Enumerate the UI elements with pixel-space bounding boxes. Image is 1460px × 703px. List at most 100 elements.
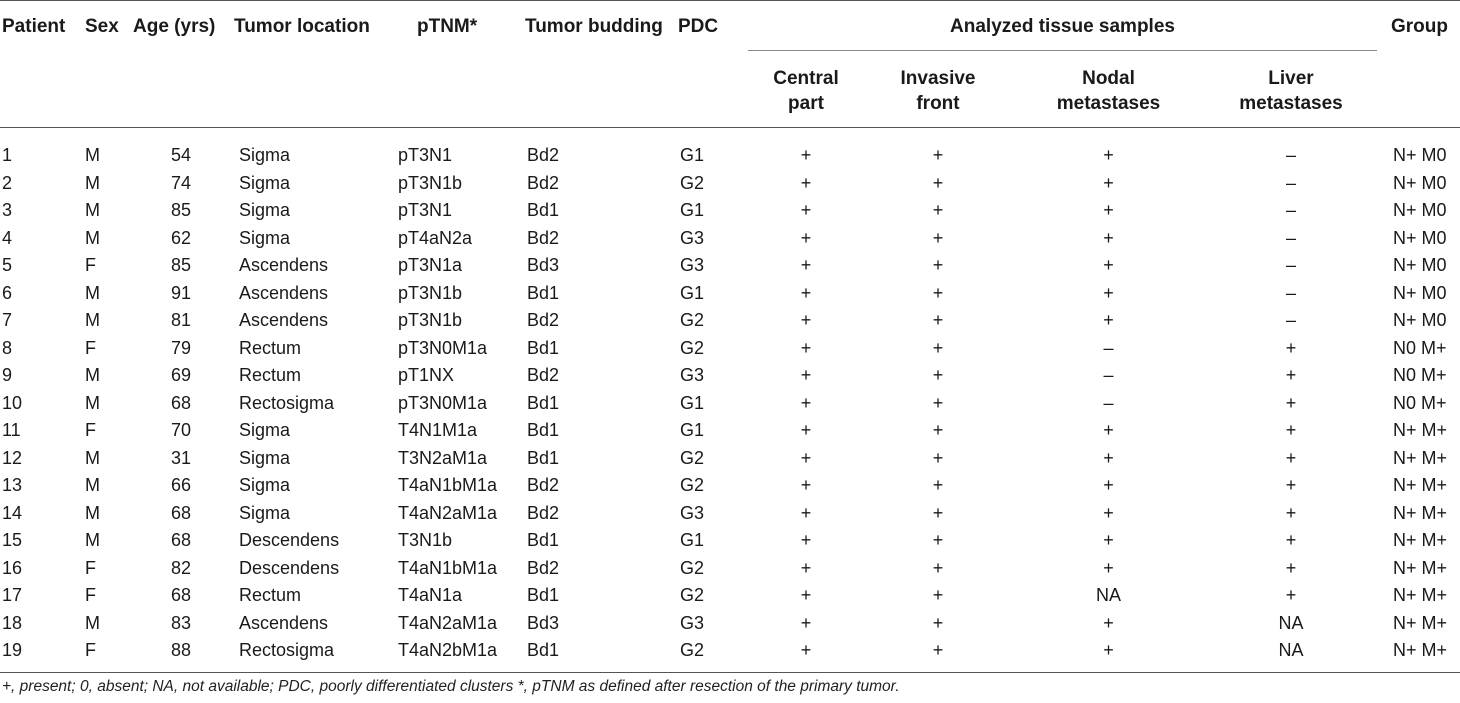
cell-liver-metastases: – — [1285, 145, 1296, 165]
cell-patient: 1 — [2, 145, 13, 165]
cell-invasive-front: + — [932, 612, 944, 633]
table-row: 19 F 88 Rectosigma T4aN2bM1a Bd1 G2 + + + NA N+ M+ — [0, 637, 1460, 665]
cell-ptnm: T4aN2aM1a — [398, 502, 498, 523]
cell-tumor-location: Descendens — [239, 530, 340, 550]
cell-patient: 16 — [2, 557, 23, 578]
cell-central-part: + — [800, 530, 812, 550]
cell-sex: M — [85, 365, 100, 385]
cell-patient: 2 — [2, 172, 13, 193]
cell-invasive-front: + — [932, 585, 944, 605]
cell-central-part: + — [800, 585, 812, 605]
cell-tumor-budding: Bd2 — [527, 145, 560, 165]
cell-patient: 4 — [2, 227, 13, 248]
cell-liver-metastases: + — [1285, 420, 1297, 440]
header-bottom-rule — [0, 127, 1460, 128]
cell-liver-metastases: – — [1285, 172, 1296, 193]
cell-ptnm: pT3N1b — [398, 310, 463, 330]
cell-tumor-budding: Bd1 — [527, 392, 560, 413]
cell-nodal-metastases: NA — [1095, 585, 1121, 605]
cell-pdc: G3 — [680, 502, 705, 523]
cell-sex: F — [85, 337, 96, 358]
cell-invasive-front: + — [932, 502, 944, 523]
header-nodal-line1: Nodal — [1082, 68, 1135, 89]
cell-tumor-budding: Bd2 — [527, 172, 560, 193]
cell-sex: M — [85, 502, 100, 523]
header-liver-metastases: Liver metastases — [1205, 54, 1377, 130]
cell-ptnm: T4aN1a — [398, 585, 463, 605]
cell-age: 81 — [171, 310, 192, 330]
cell-age: 79 — [171, 337, 192, 358]
cell-liver-metastases: – — [1285, 255, 1296, 275]
cell-sex: M — [85, 172, 100, 193]
cell-tumor-location: Sigma — [239, 502, 291, 523]
cell-tumor-location: Sigma — [239, 447, 291, 468]
cell-group: N+ M0 — [1393, 282, 1447, 303]
cell-group: N+ M+ — [1393, 612, 1448, 633]
cell-tumor-budding: Bd1 — [527, 640, 560, 660]
cell-patient: 6 — [2, 282, 13, 303]
cell-tumor-location: Ascendens — [239, 612, 329, 633]
cell-tumor-location: Descendens — [239, 557, 340, 578]
cell-sex: M — [85, 392, 100, 413]
cell-invasive-front: + — [932, 475, 944, 495]
cell-ptnm: T4N1M1a — [398, 420, 478, 440]
cell-ptnm: pT3N1 — [398, 200, 453, 220]
cell-invasive-front: + — [932, 420, 944, 440]
cell-tumor-budding: Bd2 — [527, 365, 560, 385]
cell-central-part: + — [800, 227, 812, 248]
cell-tumor-location: Sigma — [239, 420, 291, 440]
cell-pdc: G2 — [680, 172, 705, 193]
cell-patient: 7 — [2, 310, 13, 330]
cell-pdc: G2 — [680, 557, 705, 578]
cell-nodal-metastases: + — [1103, 640, 1114, 660]
cell-pdc: G1 — [680, 200, 705, 220]
header-ptnm: pTNM* — [417, 16, 478, 37]
table-body: 1 M 54 Sigma pT3N1 Bd2 G1 + + + – N+ M0 2 M 74 Sigma pT3… — [0, 130, 1460, 665]
cell-central-part: + — [800, 172, 812, 193]
header-pdc: PDC — [678, 16, 719, 37]
cell-sex: M — [85, 227, 100, 248]
cell-sex: F — [85, 420, 96, 440]
table-footnote: +, present; 0, absent; NA, not available… — [2, 678, 900, 695]
cell-age: 69 — [171, 365, 192, 385]
cell-central-part: + — [800, 612, 812, 633]
cell-sex: M — [85, 447, 100, 468]
cell-tumor-budding: Bd1 — [527, 530, 560, 550]
cell-pdc: G2 — [680, 310, 705, 330]
cell-patient: 5 — [2, 255, 13, 275]
cell-ptnm: T4aN1bM1a — [398, 557, 498, 578]
cell-invasive-front: + — [932, 557, 944, 578]
cell-nodal-metastases: – — [1103, 392, 1114, 413]
cell-group: N+ M+ — [1393, 530, 1448, 550]
cell-pdc: G1 — [680, 420, 705, 440]
cell-ptnm: pT3N1 — [398, 145, 453, 165]
cell-central-part: + — [800, 365, 812, 385]
cell-group: N+ M0 — [1393, 310, 1447, 330]
table-row: 15 M 68 Descendens T3N1b Bd1 G1 + + + + N+ M+ — [0, 527, 1460, 555]
cell-age: 70 — [171, 420, 192, 440]
cell-nodal-metastases: + — [1103, 282, 1114, 303]
table-top-rule — [0, 0, 1460, 1]
cell-tumor-location: Ascendens — [239, 255, 329, 275]
header-analyzed-tissue-samples: Analyzed tissue samples — [950, 16, 1175, 37]
cell-pdc: G1 — [680, 282, 705, 303]
cell-nodal-metastases: + — [1103, 447, 1114, 468]
cell-ptnm: pT3N0M1a — [398, 337, 488, 358]
cell-ptnm: T4aN2bM1a — [398, 640, 498, 660]
cell-tumor-budding: Bd2 — [527, 310, 560, 330]
cell-sex: F — [85, 640, 96, 660]
cell-age: 68 — [171, 530, 192, 550]
table-row: 2 M 74 Sigma pT3N1b Bd2 G2 + + + – N+ M0 — [0, 170, 1460, 198]
cell-patient: 8 — [2, 337, 13, 358]
cell-ptnm: pT1NX — [398, 365, 455, 385]
cell-group: N+ M0 — [1393, 145, 1447, 165]
cell-patient: 19 — [2, 640, 23, 660]
cell-group: N+ M+ — [1393, 420, 1448, 440]
cell-liver-metastases: – — [1285, 282, 1296, 303]
cell-age: 85 — [171, 200, 192, 220]
cell-sex: M — [85, 310, 100, 330]
cell-patient: 15 — [2, 530, 23, 550]
header-nodal-line2: metastases — [1056, 93, 1161, 114]
table-row: 1 M 54 Sigma pT3N1 Bd2 G1 + + + – N+ M0 — [0, 130, 1460, 170]
cell-age: 62 — [171, 227, 192, 248]
